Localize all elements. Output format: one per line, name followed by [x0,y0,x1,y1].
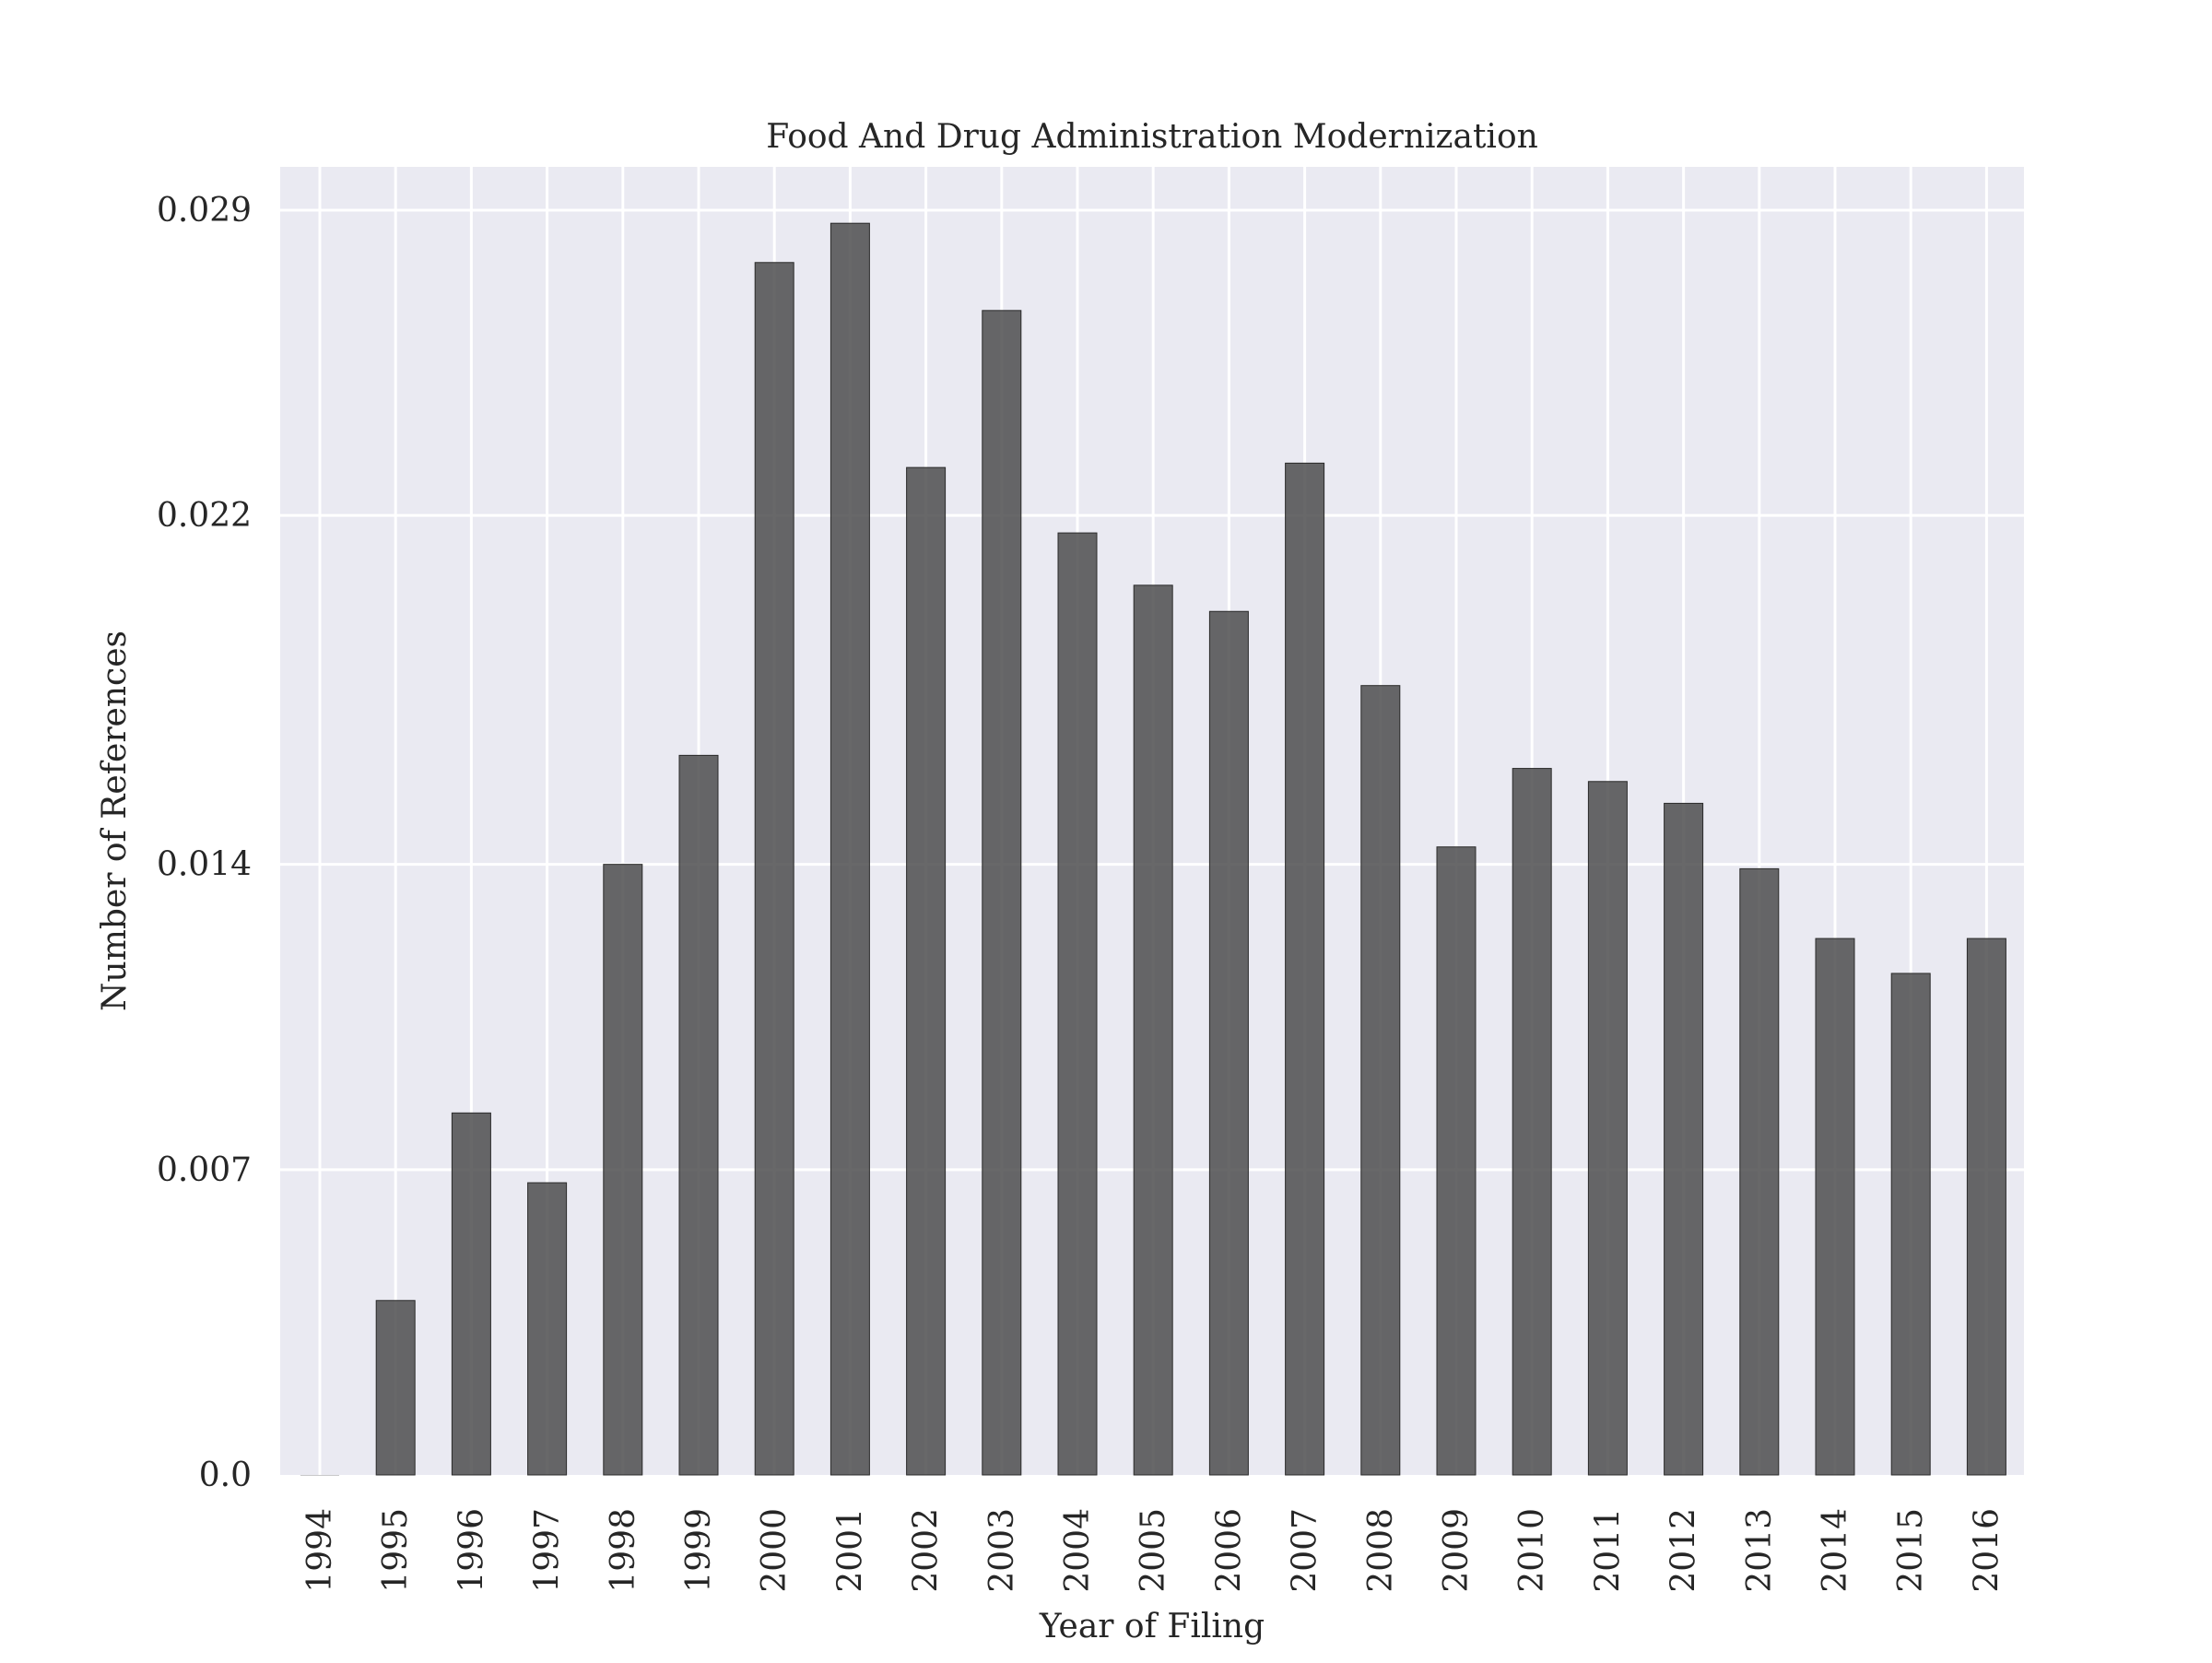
y-tick-label: 0.0 [199,1457,252,1494]
x-axis-label: Year of Filing [1039,1608,1265,1645]
chart-title: Food And Drug Administration Modernizati… [766,118,1538,156]
x-tick-label: 2008 [1362,1508,1400,1593]
bar-2001 [830,222,870,1476]
bar-2016 [1966,938,2006,1476]
y-tick-label: 0.014 [157,846,252,884]
x-tick-label: 2013 [1741,1508,1779,1593]
bar-2007 [1285,462,1325,1476]
y-tick-label: 0.029 [157,192,252,230]
x-tick-label: 1996 [453,1508,490,1593]
bar-1997 [527,1182,568,1476]
bar-2004 [1057,532,1098,1476]
bar-1996 [451,1112,491,1476]
bar-2012 [1664,802,1704,1476]
bar-2008 [1360,685,1401,1476]
x-tick-label: 2009 [1438,1508,1476,1593]
x-tick-label: 2010 [1513,1508,1551,1593]
bar-2000 [754,262,794,1476]
bar-1998 [603,864,643,1476]
bar-2010 [1512,768,1552,1476]
bars-layer [300,222,2006,1476]
bar-2009 [1436,846,1477,1476]
bar-2011 [1587,781,1628,1476]
x-tick-label: 2005 [1135,1508,1172,1593]
x-tick-label: 2006 [1210,1508,1248,1593]
x-tick-label: 2001 [831,1508,869,1593]
bar-1995 [375,1300,416,1476]
x-tick-label: 1997 [529,1508,567,1593]
x-tick-label: 1999 [680,1508,718,1593]
x-tick-labels: 1994 1995 1996 1997 1998 1999 2000 2001 2002 2003… [301,1508,2006,1593]
x-tick-label: 2007 [1287,1508,1324,1593]
bar-1994 [300,1475,339,1476]
bar-2005 [1133,584,1173,1476]
x-tick-label: 2016 [1968,1508,2006,1593]
y-tick-label: 0.007 [157,1151,252,1189]
y-tick-labels: 0.0 0.007 0.014 0.022 0.029 [157,192,252,1494]
x-tick-label: 2004 [1059,1508,1097,1593]
bar-2013 [1739,867,1780,1476]
bar-2002 [906,466,947,1476]
x-tick-label: 2015 [1892,1508,1930,1593]
x-tick-label: 2014 [1817,1508,1854,1593]
x-tick-label: 2012 [1665,1508,1703,1593]
x-tick-label: 1998 [605,1508,642,1593]
bar-2006 [1208,610,1249,1476]
y-tick-label: 0.022 [157,497,252,535]
x-tick-label: 2003 [983,1508,1021,1593]
bar-2015 [1890,973,1931,1476]
x-tick-label: 2000 [756,1508,794,1593]
bar-1999 [678,754,719,1476]
bar-2014 [1815,938,1855,1476]
x-tick-label: 2011 [1589,1508,1627,1593]
bar-2003 [982,310,1022,1476]
x-tick-label: 1995 [377,1508,415,1593]
x-tick-label: 2002 [908,1508,946,1593]
x-tick-label: 1994 [301,1508,339,1593]
y-axis-label: Number of References [96,631,134,1011]
